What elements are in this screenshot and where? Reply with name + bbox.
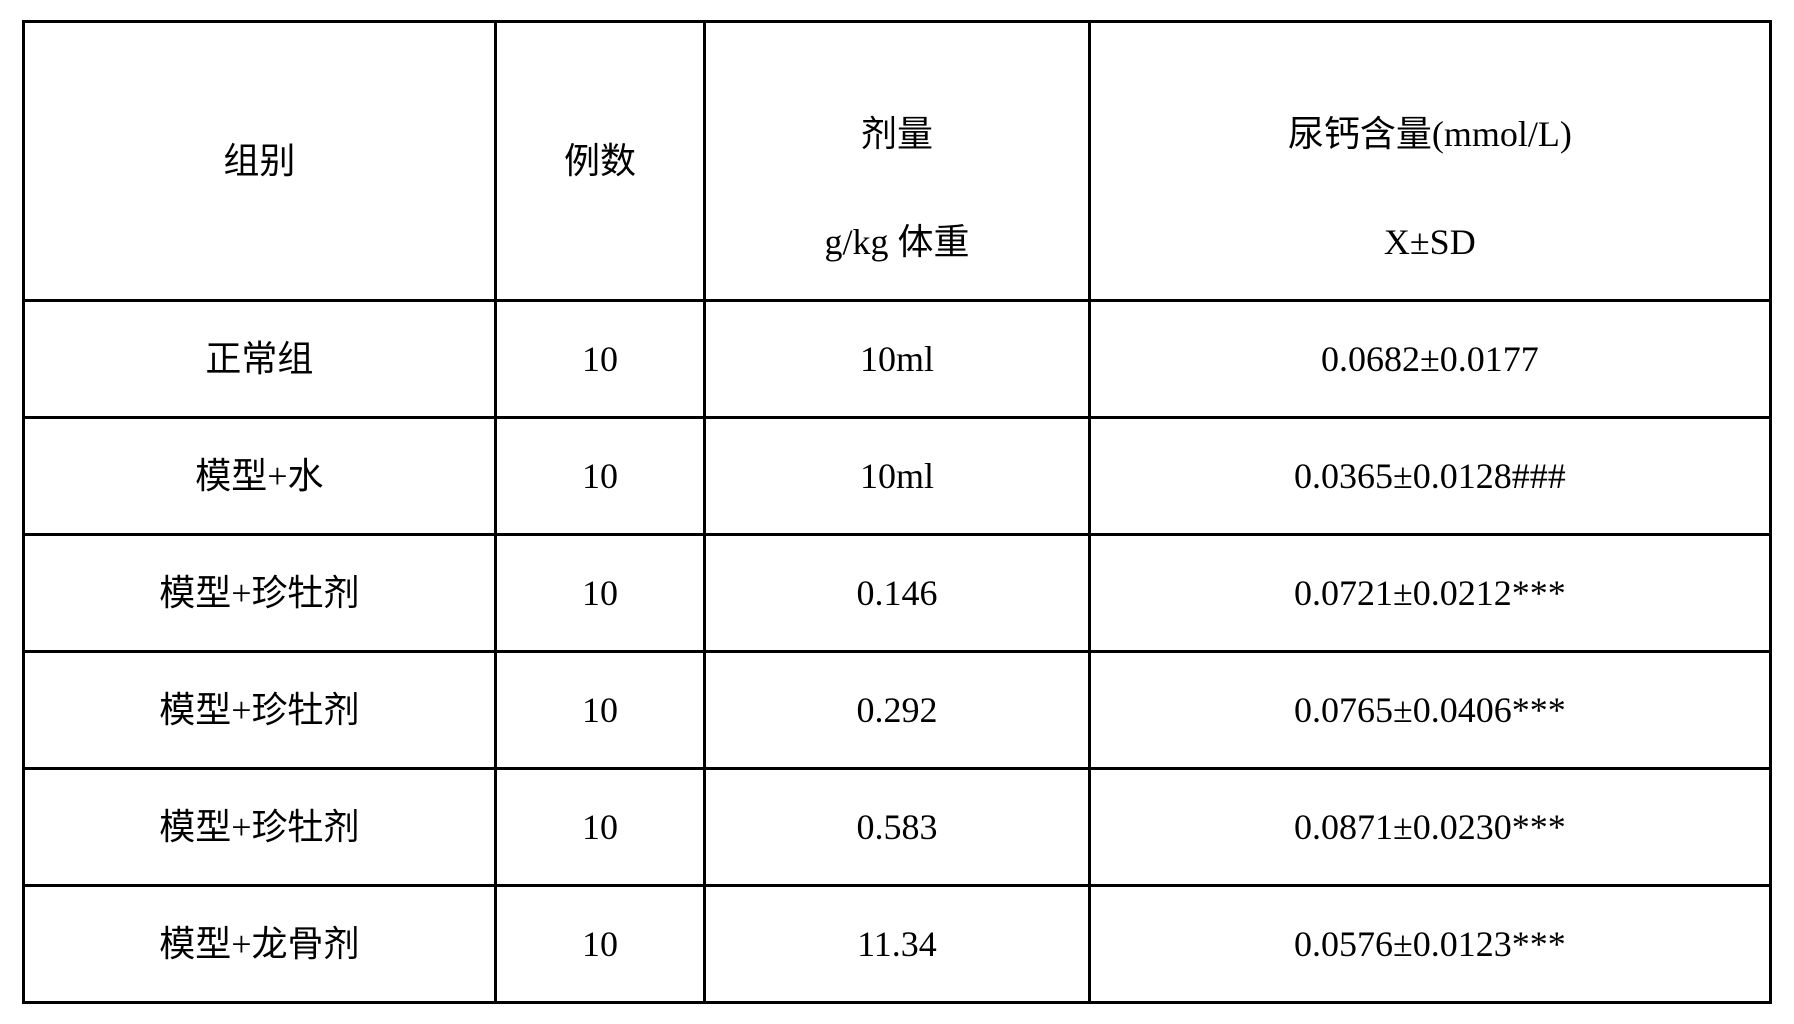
table-row: 模型+珍牡剂 10 0.583 0.0871±0.0230*** (24, 769, 1771, 886)
cell-count: 10 (495, 301, 705, 418)
cell-calcium: 0.0682±0.0177 (1089, 301, 1770, 418)
cell-count: 10 (495, 418, 705, 535)
cell-dose: 0.146 (705, 535, 1089, 652)
cell-group: 模型+水 (24, 418, 496, 535)
header-group-label: 组别 (223, 141, 295, 181)
cell-group: 模型+珍牡剂 (24, 535, 496, 652)
cell-dose: 11.34 (705, 886, 1089, 1003)
cell-calcium: 0.0765±0.0406*** (1089, 652, 1770, 769)
cell-calcium: 0.0721±0.0212*** (1089, 535, 1770, 652)
table-body: 正常组 10 10ml 0.0682±0.0177 模型+水 10 10ml 0… (24, 301, 1771, 1003)
table-header: 组别 例数 剂量 g/kg 体重 尿钙含量(mmol/L) X±SD (24, 22, 1771, 301)
cell-dose: 10ml (705, 418, 1089, 535)
table-row: 模型+珍牡剂 10 0.292 0.0765±0.0406*** (24, 652, 1771, 769)
header-group: 组别 (24, 22, 496, 301)
cell-count: 10 (495, 769, 705, 886)
table-row: 正常组 10 10ml 0.0682±0.0177 (24, 301, 1771, 418)
header-calcium-label-line1: 尿钙含量(mmol/L) (1288, 114, 1572, 154)
cell-count: 10 (495, 535, 705, 652)
cell-group: 模型+龙骨剂 (24, 886, 496, 1003)
cell-calcium: 0.0576±0.0123*** (1089, 886, 1770, 1003)
cell-dose: 10ml (705, 301, 1089, 418)
table-row: 模型+水 10 10ml 0.0365±0.0128### (24, 418, 1771, 535)
cell-count: 10 (495, 652, 705, 769)
cell-calcium: 0.0871±0.0230*** (1089, 769, 1770, 886)
header-row: 组别 例数 剂量 g/kg 体重 尿钙含量(mmol/L) X±SD (24, 22, 1771, 301)
data-table: 组别 例数 剂量 g/kg 体重 尿钙含量(mmol/L) X±SD 正常组 1… (22, 20, 1772, 1004)
table-row: 模型+珍牡剂 10 0.146 0.0721±0.0212*** (24, 535, 1771, 652)
cell-group: 模型+珍牡剂 (24, 652, 496, 769)
header-dose-label-line1: 剂量 (861, 114, 933, 154)
cell-count: 10 (495, 886, 705, 1003)
header-dose: 剂量 g/kg 体重 (705, 22, 1089, 301)
header-count: 例数 (495, 22, 705, 301)
cell-dose: 0.583 (705, 769, 1089, 886)
header-calcium-label-line2: X±SD (1384, 222, 1476, 262)
data-table-container: 组别 例数 剂量 g/kg 体重 尿钙含量(mmol/L) X±SD 正常组 1… (22, 20, 1772, 1004)
header-count-label: 例数 (564, 141, 636, 181)
header-dose-label-line2: g/kg 体重 (824, 222, 969, 262)
cell-calcium: 0.0365±0.0128### (1089, 418, 1770, 535)
header-calcium: 尿钙含量(mmol/L) X±SD (1089, 22, 1770, 301)
cell-group: 正常组 (24, 301, 496, 418)
table-row: 模型+龙骨剂 10 11.34 0.0576±0.0123*** (24, 886, 1771, 1003)
cell-group: 模型+珍牡剂 (24, 769, 496, 886)
cell-dose: 0.292 (705, 652, 1089, 769)
